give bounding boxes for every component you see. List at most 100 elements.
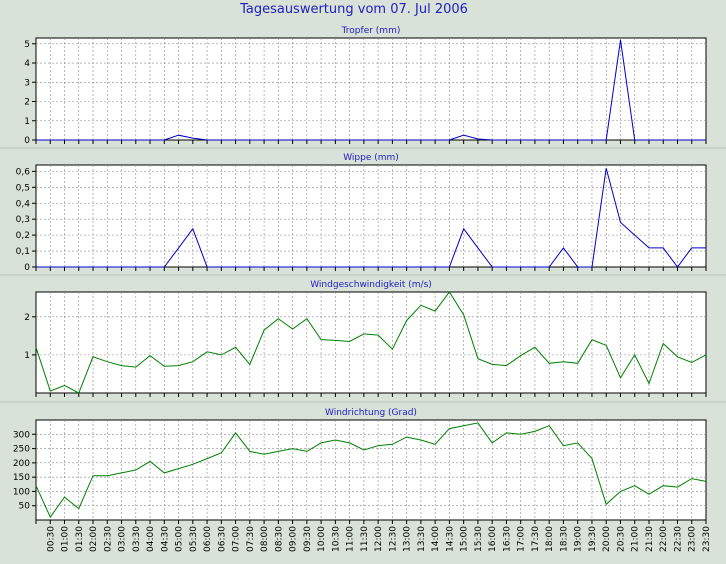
data-point (691, 139, 692, 140)
data-point (506, 139, 507, 140)
series-line (35, 291, 707, 394)
data-point (577, 363, 578, 364)
chart-panel-2: Wippe (mm) 0 0,1 0,2 0,3 0,4 0,5 0,6 (16, 153, 707, 273)
data-point (263, 266, 264, 267)
x-tick-label: 19:00 (574, 526, 584, 552)
x-tick-label: 12:30 (388, 526, 398, 552)
x-tick-label: 08:00 (260, 526, 270, 552)
data-point (477, 138, 478, 139)
data-point (606, 139, 607, 140)
data-point (520, 139, 521, 140)
x-tick-label: 22:00 (659, 526, 669, 552)
data-point (278, 139, 279, 140)
data-point (435, 266, 436, 267)
data-point (363, 266, 364, 267)
data-point (335, 139, 336, 140)
y-tick-label: 50 (19, 502, 31, 512)
series-line (35, 422, 707, 519)
y-tick-label: 200 (13, 459, 30, 469)
x-tick-label: 16:30 (502, 526, 512, 552)
data-point (263, 454, 264, 455)
data-point (577, 442, 578, 443)
data-point (64, 385, 65, 386)
data-point (634, 235, 635, 236)
x-tick-label: 20:00 (602, 526, 612, 552)
y-tick-label: 3 (24, 78, 30, 88)
data-point (64, 139, 65, 140)
data-point (249, 139, 250, 140)
data-point (363, 139, 364, 140)
data-point (663, 247, 664, 248)
y-tick-label: 4 (24, 59, 30, 69)
data-point (235, 266, 236, 267)
x-tick-label: 00:30 (46, 526, 56, 552)
data-point (349, 266, 350, 267)
x-tick-label: 01:30 (75, 526, 85, 552)
data-point (634, 485, 635, 486)
data-point (192, 137, 193, 138)
data-point (420, 439, 421, 440)
data-point (392, 266, 393, 267)
data-point (50, 266, 51, 267)
data-point (178, 468, 179, 469)
x-tick-label: 03:00 (118, 526, 128, 552)
data-point (135, 266, 136, 267)
data-point (349, 341, 350, 342)
x-tick-label: 17:00 (517, 526, 527, 552)
data-point (235, 139, 236, 140)
data-point (492, 266, 493, 267)
data-point (378, 139, 379, 140)
data-point (135, 469, 136, 470)
data-point (477, 358, 478, 359)
chart-title: Windgeschwindigkeit (m/s) (310, 280, 432, 290)
data-point (606, 168, 607, 169)
data-point (520, 434, 521, 435)
data-point (35, 347, 36, 348)
data-point (192, 464, 193, 465)
data-point (164, 366, 165, 367)
data-point (691, 478, 692, 479)
x-tick-label: 07:00 (232, 526, 242, 552)
x-axis-labels: 00:30 01:00 01:30 02:00 02:30 03:00 03:30 04:00… (46, 526, 712, 552)
plot-area (35, 419, 707, 521)
data-point (506, 266, 507, 267)
data-point (292, 139, 293, 140)
data-point (648, 247, 649, 248)
x-tick-label: 10:00 (317, 526, 327, 552)
x-tick-label: 06:00 (203, 526, 213, 552)
data-point (549, 425, 550, 426)
data-point (349, 442, 350, 443)
y-tick-label: 2 (24, 98, 30, 108)
x-tick-label: 05:30 (189, 526, 199, 552)
data-point (534, 431, 535, 432)
x-tick-label: 07:30 (246, 526, 256, 552)
x-tick-label: 18:00 (545, 526, 555, 552)
y-tick-label: 5 (24, 40, 30, 50)
data-point (634, 354, 635, 355)
x-tick-label: 03:30 (132, 526, 142, 552)
data-point (107, 361, 108, 362)
y-tick-label: 1 (24, 351, 30, 361)
data-point (64, 497, 65, 498)
y-tick-label: 0 (24, 136, 30, 146)
data-point (321, 442, 322, 443)
data-point (620, 491, 621, 492)
x-tick-label: 09:00 (289, 526, 299, 552)
data-point (634, 139, 635, 140)
data-point (549, 266, 550, 267)
data-point (306, 318, 307, 319)
data-point (92, 356, 93, 357)
data-point (406, 320, 407, 321)
data-point (121, 266, 122, 267)
data-point (648, 139, 649, 140)
data-point (563, 445, 564, 446)
chart-title: Tropfer (mm) (341, 26, 401, 36)
data-point (520, 266, 521, 267)
data-point (378, 445, 379, 446)
plot-area (35, 291, 707, 394)
y-tick-label: 1 (24, 117, 30, 127)
data-point (435, 310, 436, 311)
data-point (92, 139, 93, 140)
